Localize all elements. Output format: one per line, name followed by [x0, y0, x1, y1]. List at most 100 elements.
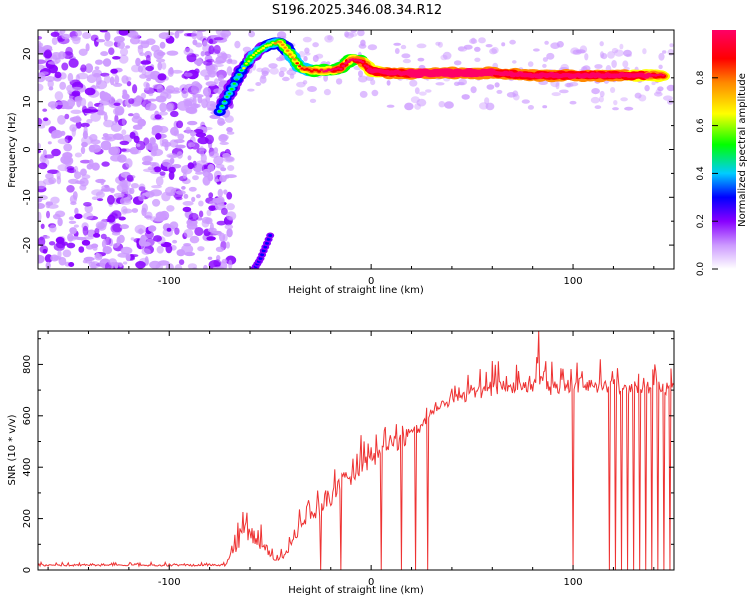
y-tick-label: 10: [22, 95, 33, 108]
ridge-cell: [426, 72, 430, 75]
noise-blob: [191, 196, 196, 202]
ridge-cell: [300, 67, 304, 70]
ridge-cell: [298, 65, 302, 68]
noise-blob: [148, 92, 154, 97]
noise-blob: [74, 152, 82, 158]
haze-blob: [598, 96, 604, 103]
noise-blob: [228, 259, 233, 269]
ridge-cell: [460, 71, 464, 74]
haze-blob: [555, 82, 560, 90]
noise-blob: [60, 130, 66, 136]
ridge-cell: [346, 60, 350, 63]
haze-blob: [335, 78, 343, 85]
noise-blob: [47, 61, 59, 65]
ridge-cell: [395, 72, 398, 75]
noise-blob: [104, 31, 111, 42]
noise-blob: [198, 210, 204, 218]
haze-blob: [611, 60, 617, 68]
noise-blob: [95, 75, 102, 85]
ridge-cell: [372, 69, 377, 73]
noise-blob: [212, 63, 224, 67]
noise-blob: [181, 89, 189, 99]
noise-blob: [201, 216, 211, 224]
noise-blob: [66, 166, 75, 171]
noise-blob: [226, 228, 233, 238]
noise-blob: [155, 176, 164, 186]
noise-blob: [99, 30, 108, 33]
mirror-cell: [266, 237, 271, 241]
noise-blob: [131, 64, 141, 73]
chart-title: S196.2025.346.08.34.R12: [272, 3, 442, 18]
noise-blob: [142, 161, 152, 166]
haze-blob: [227, 58, 233, 63]
ridge-cell: [457, 72, 462, 76]
haze-blob: [461, 94, 470, 100]
haze-blob: [284, 19, 290, 27]
noise-blob: [130, 148, 142, 155]
noise-blob: [226, 191, 233, 200]
ridge-cell: [552, 73, 556, 76]
noise-blob: [65, 46, 73, 56]
y-tick-label: 800: [22, 355, 33, 374]
mirror-cell: [258, 257, 263, 260]
noise-blob: [183, 98, 194, 105]
noise-blob: [208, 192, 214, 199]
noise-blob: [153, 166, 162, 173]
ridge-cell: [377, 70, 382, 73]
haze-blob: [624, 106, 634, 111]
haze-blob: [386, 104, 395, 108]
ridge-cell: [283, 46, 287, 49]
haze-blob: [255, 82, 262, 86]
haze-blob: [469, 38, 478, 44]
ridge-cell: [487, 71, 491, 74]
noise-blob: [47, 79, 54, 88]
spectrogram-marks: [38, 18, 674, 269]
ridge-cell: [368, 67, 372, 70]
haze-blob: [224, 115, 234, 123]
noise-blob: [228, 216, 234, 220]
noise-blob: [83, 212, 94, 220]
noise-blob: [148, 225, 157, 232]
haze-blob: [309, 98, 317, 103]
haze-blob: [654, 91, 663, 97]
noise-blob: [224, 174, 237, 179]
haze-blob: [484, 97, 490, 105]
noise-blob: [62, 249, 72, 258]
noise-blob: [112, 223, 122, 233]
noise-blob: [68, 220, 77, 224]
ridge-cell: [562, 73, 566, 76]
haze-blob: [261, 18, 266, 22]
noise-blob: [121, 129, 127, 136]
noise-blob: [127, 30, 139, 38]
noise-blob: [196, 60, 202, 67]
noise-blob: [75, 121, 82, 129]
noise-blob: [144, 155, 154, 163]
noise-blob: [38, 117, 43, 126]
noise-blob: [172, 239, 178, 244]
haze-blob: [607, 51, 615, 59]
noise-blob: [78, 246, 85, 253]
noise-blob: [38, 83, 44, 92]
haze-blob: [611, 47, 619, 54]
noise-blob: [93, 73, 101, 77]
noise-blob: [151, 125, 163, 133]
noise-blob: [118, 234, 125, 244]
ridge-cell: [530, 73, 534, 77]
noise-blob: [190, 103, 199, 109]
noise-blob: [121, 206, 128, 215]
haze-blob: [371, 89, 379, 97]
snr-frame: [37, 330, 675, 571]
noise-blob: [222, 234, 228, 242]
haze-blob: [257, 18, 261, 23]
ridge-cell: [242, 67, 246, 70]
noise-blob: [137, 45, 144, 55]
noise-blob: [80, 168, 87, 176]
noise-blob: [200, 50, 205, 57]
noise-blob: [72, 86, 83, 91]
noise-blob: [70, 201, 77, 206]
noise-blob: [120, 246, 133, 255]
haze-blob: [453, 60, 462, 66]
noise-blob: [127, 113, 134, 117]
noise-blob: [101, 136, 113, 141]
spectrogram-xlabel: Height of straight line (km): [288, 285, 424, 296]
